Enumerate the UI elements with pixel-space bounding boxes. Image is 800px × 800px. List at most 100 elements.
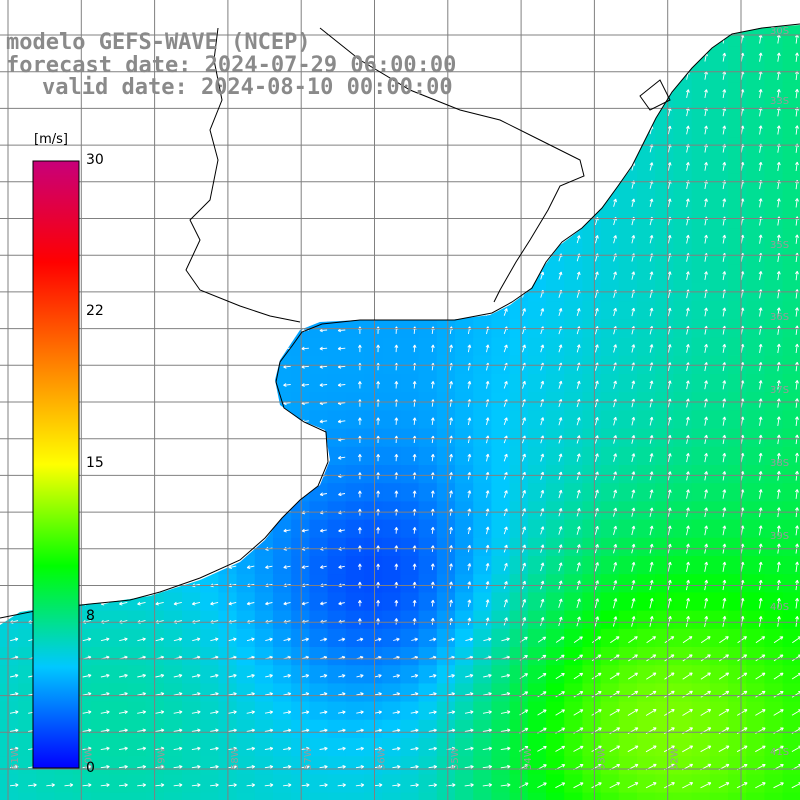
wind-arrow xyxy=(555,636,565,643)
wind-cell xyxy=(673,647,693,666)
wind-cell xyxy=(109,774,128,794)
wind-arrow xyxy=(485,490,490,498)
wind-cell xyxy=(273,792,292,800)
longitude-label: 59W xyxy=(157,747,168,770)
wind-arrow xyxy=(576,344,581,353)
wind-arrow xyxy=(355,764,365,769)
colorbar-unit: [m/s] xyxy=(34,132,68,147)
wind-arrow xyxy=(500,783,511,787)
wind-cell xyxy=(309,519,329,539)
latitude-label: 41S xyxy=(770,747,789,758)
wind-cell xyxy=(673,246,693,266)
wind-arrow xyxy=(392,728,401,733)
wind-cell xyxy=(109,719,128,739)
wind-arrow xyxy=(358,453,362,462)
wind-cell xyxy=(582,264,602,284)
wind-cell xyxy=(163,738,183,757)
wind-cell xyxy=(18,792,37,800)
wind-cell xyxy=(36,792,56,800)
wind-cell xyxy=(691,246,711,266)
wind-cell xyxy=(546,719,565,739)
wind-arrow xyxy=(173,728,183,733)
wind-arrow xyxy=(467,344,472,353)
wind-arrow xyxy=(118,710,128,715)
wind-cell xyxy=(400,574,420,593)
wind-cell xyxy=(364,610,383,630)
wind-cell xyxy=(546,374,565,393)
wind-cell xyxy=(200,610,219,630)
wind-cell xyxy=(418,483,438,502)
wind-arrow xyxy=(9,728,19,733)
wind-cell xyxy=(691,628,711,648)
wind-cell xyxy=(764,665,784,684)
wind-arrow xyxy=(722,271,727,281)
wind-cell xyxy=(509,628,529,648)
wind-arrow xyxy=(704,434,708,444)
wind-cell xyxy=(709,701,729,721)
wind-cell xyxy=(327,537,347,557)
wind-arrow xyxy=(137,710,147,715)
wind-arrow xyxy=(301,746,310,751)
wind-arrow xyxy=(795,307,799,317)
wind-cell xyxy=(782,792,800,800)
wind-cell xyxy=(291,337,310,357)
wind-cell xyxy=(364,537,383,557)
wind-arrow xyxy=(776,52,781,62)
wind-cell xyxy=(782,592,800,612)
wind-cell xyxy=(691,137,711,157)
wind-arrow xyxy=(537,782,547,789)
wind-arrow xyxy=(737,636,747,644)
wind-cell xyxy=(527,465,547,484)
wind-cell xyxy=(418,647,438,666)
wind-cell xyxy=(673,264,693,284)
wind-cell xyxy=(291,556,310,575)
wind-cell xyxy=(746,774,765,794)
wind-cell xyxy=(764,574,784,593)
wind-arrow xyxy=(412,618,417,625)
wind-cell xyxy=(436,719,456,739)
wind-cell xyxy=(491,628,511,648)
wind-arrow xyxy=(649,489,654,499)
wind-arrow xyxy=(594,380,599,390)
wind-cell xyxy=(182,701,201,721)
wind-arrow xyxy=(430,617,435,625)
wind-cell xyxy=(764,774,784,794)
wind-cell xyxy=(709,610,729,630)
wind-arrow xyxy=(118,746,128,751)
wind-cell xyxy=(728,428,747,448)
wind-cell xyxy=(491,574,511,593)
wind-cell xyxy=(728,301,747,320)
wind-cell xyxy=(200,701,219,721)
wind-arrow xyxy=(576,562,581,572)
wind-arrow xyxy=(500,746,511,751)
wind-cell xyxy=(509,610,529,630)
wind-cell xyxy=(564,610,583,630)
wind-cell xyxy=(455,738,474,757)
wind-cell xyxy=(18,683,37,703)
wind-arrow xyxy=(682,672,693,680)
wind-arrow xyxy=(758,343,763,353)
wind-arrow xyxy=(358,527,362,534)
wind-cell xyxy=(127,665,147,684)
wind-cell xyxy=(436,701,456,721)
wind-cell xyxy=(382,519,401,539)
wind-cell xyxy=(200,738,219,757)
wind-cell xyxy=(109,665,128,684)
wind-cell xyxy=(600,446,620,466)
wind-arrow xyxy=(540,526,545,535)
wind-cell xyxy=(91,665,110,684)
wind-arrow xyxy=(631,616,636,627)
wind-arrow xyxy=(558,380,563,389)
wind-arrow xyxy=(609,672,620,680)
wind-cell xyxy=(291,665,310,684)
wind-cell xyxy=(273,519,292,539)
wind-arrow xyxy=(482,710,492,715)
wind-arrow xyxy=(449,526,453,534)
wind-cell xyxy=(546,774,565,794)
wind-cell xyxy=(728,228,747,248)
wind-arrow xyxy=(631,434,636,444)
wind-arrow xyxy=(722,161,727,171)
wind-cell xyxy=(309,556,329,575)
wind-cell xyxy=(236,647,256,666)
wind-cell xyxy=(546,647,565,666)
